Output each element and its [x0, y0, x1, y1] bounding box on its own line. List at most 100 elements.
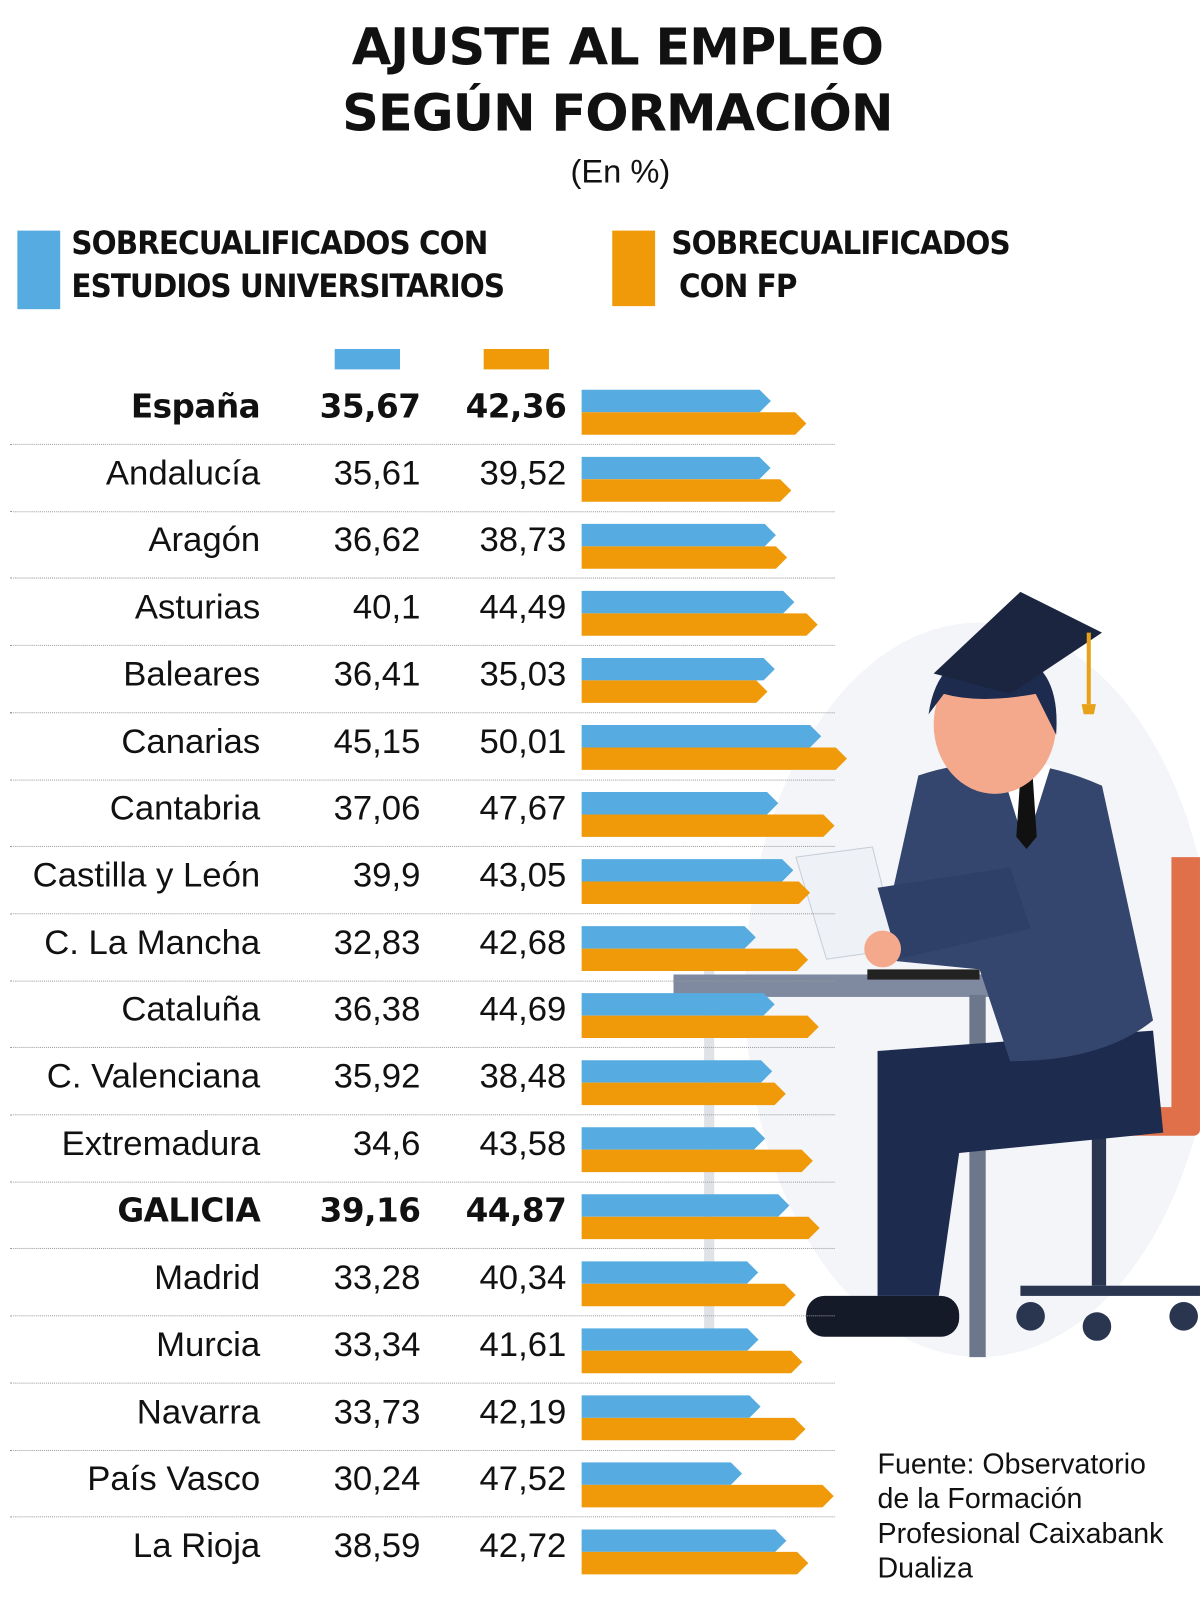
value-fp: 42,72 — [479, 1526, 567, 1566]
table-row: Cantabria 37,06 47,67 — [10, 780, 835, 848]
table-row: Andalucía 35,61 39,52 — [10, 445, 835, 512]
bar-fp — [581, 881, 811, 904]
legend-fp-line2: CON FP — [679, 268, 797, 306]
value-university: 34,6 — [352, 1124, 421, 1163]
bar-university — [581, 1395, 761, 1418]
bar-fp — [581, 613, 818, 636]
region-label: Madrid — [154, 1258, 261, 1298]
bar-fp — [581, 1015, 819, 1039]
bar-fp — [581, 1082, 786, 1106]
table-row: Extremadura 34,6 43,58 — [10, 1115, 835, 1183]
value-fp: 41,61 — [479, 1325, 567, 1365]
row-divider — [10, 1114, 835, 1116]
title-line-1: AJUSTE AL EMPLEO — [351, 17, 884, 77]
value-university: 40,1 — [352, 587, 421, 627]
row-divider — [10, 1516, 835, 1518]
legend-university-line1: SOBRECUALIFICADOS CON — [71, 225, 488, 263]
row-divider — [10, 1047, 835, 1049]
bar-university — [581, 1529, 787, 1552]
value-university: 39,16 — [319, 1191, 421, 1230]
bar-university — [581, 792, 779, 815]
table-row: Canarias 45,15 50,01 — [10, 713, 835, 781]
row-divider — [10, 1248, 835, 1250]
region-label: Navarra — [136, 1392, 261, 1432]
bar-fp — [581, 1350, 803, 1374]
region-label: Andalucía — [105, 453, 261, 493]
table-row: Madrid 33,28 40,34 — [10, 1249, 835, 1317]
table-row: País Vasco 30,24 47,52 — [10, 1450, 835, 1518]
legend-swatch-university — [17, 230, 61, 310]
bar-university — [581, 456, 771, 480]
column-header-fp-swatch — [483, 348, 549, 370]
table-row: C. La Mancha 32,83 42,68 — [10, 914, 835, 982]
row-divider — [10, 443, 835, 445]
value-university: 36,38 — [333, 990, 421, 1029]
value-fp: 42,36 — [465, 386, 567, 426]
table-row: España 35,67 42,36 — [10, 378, 835, 445]
bar-fp — [581, 1484, 834, 1508]
bar-university — [581, 1328, 759, 1351]
region-label: Aragón — [148, 520, 261, 560]
value-university: 33,73 — [333, 1392, 421, 1432]
value-fp: 35,03 — [479, 654, 567, 694]
legend-university-line2: ESTUDIOS UNIVERSITARIOS — [71, 268, 505, 306]
table-row: Cataluña 36,38 44,69 — [10, 981, 835, 1049]
row-divider — [10, 644, 835, 647]
value-university: 35,67 — [319, 386, 421, 426]
bar-fp — [581, 747, 847, 770]
value-fp: 47,52 — [479, 1459, 567, 1499]
bar-university — [581, 724, 822, 748]
table-row: Baleares 36,41 35,03 — [10, 646, 835, 714]
bar-fp — [581, 479, 792, 502]
value-fp: 50,01 — [479, 721, 567, 761]
legend-label-university: SOBRECUALIFICADOS CON ESTUDIOS UNIVERSIT… — [71, 222, 505, 308]
region-label: C. La Mancha — [44, 923, 261, 962]
region-label: Asturias — [134, 587, 261, 627]
row-divider — [10, 1449, 835, 1451]
value-fp: 44,49 — [479, 587, 567, 627]
source-line: Fuente: Observatorio — [877, 1447, 1146, 1480]
bar-university — [581, 1060, 773, 1083]
region-label: GALICIA — [117, 1191, 261, 1230]
row-divider — [10, 1382, 835, 1384]
value-university: 35,92 — [333, 1057, 421, 1096]
value-university: 33,28 — [333, 1258, 421, 1298]
value-university: 45,15 — [333, 721, 421, 761]
value-university: 39,9 — [352, 856, 421, 895]
value-fp: 39,52 — [479, 453, 567, 493]
source-line: de la Formación — [877, 1482, 1083, 1515]
region-label: Cantabria — [109, 788, 261, 828]
value-fp: 43,05 — [479, 856, 567, 895]
bar-fp — [581, 814, 835, 837]
row-divider — [10, 510, 835, 512]
bar-university — [581, 389, 771, 413]
bar-fp — [581, 1417, 806, 1441]
bar-university — [581, 590, 795, 614]
table-row: Aragón 36,62 38,73 — [10, 512, 835, 579]
table-row: GALICIA 39,16 44,87 — [10, 1182, 835, 1250]
legend-swatch-fp — [612, 230, 656, 307]
row-divider — [10, 1315, 835, 1317]
value-university: 37,06 — [333, 788, 421, 828]
region-label: Canarias — [121, 721, 261, 761]
value-university: 32,83 — [333, 923, 421, 962]
region-label: Murcia — [156, 1325, 261, 1365]
bar-fp — [581, 1216, 820, 1240]
row-divider — [10, 913, 835, 915]
value-fp: 44,69 — [479, 990, 567, 1029]
bar-fp — [581, 1551, 809, 1575]
value-fp: 42,68 — [479, 923, 567, 962]
row-divider — [10, 712, 835, 714]
bar-university — [581, 859, 794, 882]
bar-university — [581, 1127, 766, 1150]
value-fp: 40,34 — [479, 1258, 567, 1298]
bar-fp — [581, 1149, 813, 1173]
value-university: 36,41 — [333, 654, 421, 694]
legend-label-fp: SOBRECUALIFICADOS CON FP — [671, 222, 1010, 308]
table-row: Murcia 33,34 41,61 — [10, 1316, 835, 1384]
bar-university — [581, 523, 776, 547]
table-row: Navarra 33,73 42,19 — [10, 1383, 835, 1451]
column-header-university-swatch — [334, 348, 400, 370]
value-fp: 38,48 — [479, 1057, 567, 1096]
